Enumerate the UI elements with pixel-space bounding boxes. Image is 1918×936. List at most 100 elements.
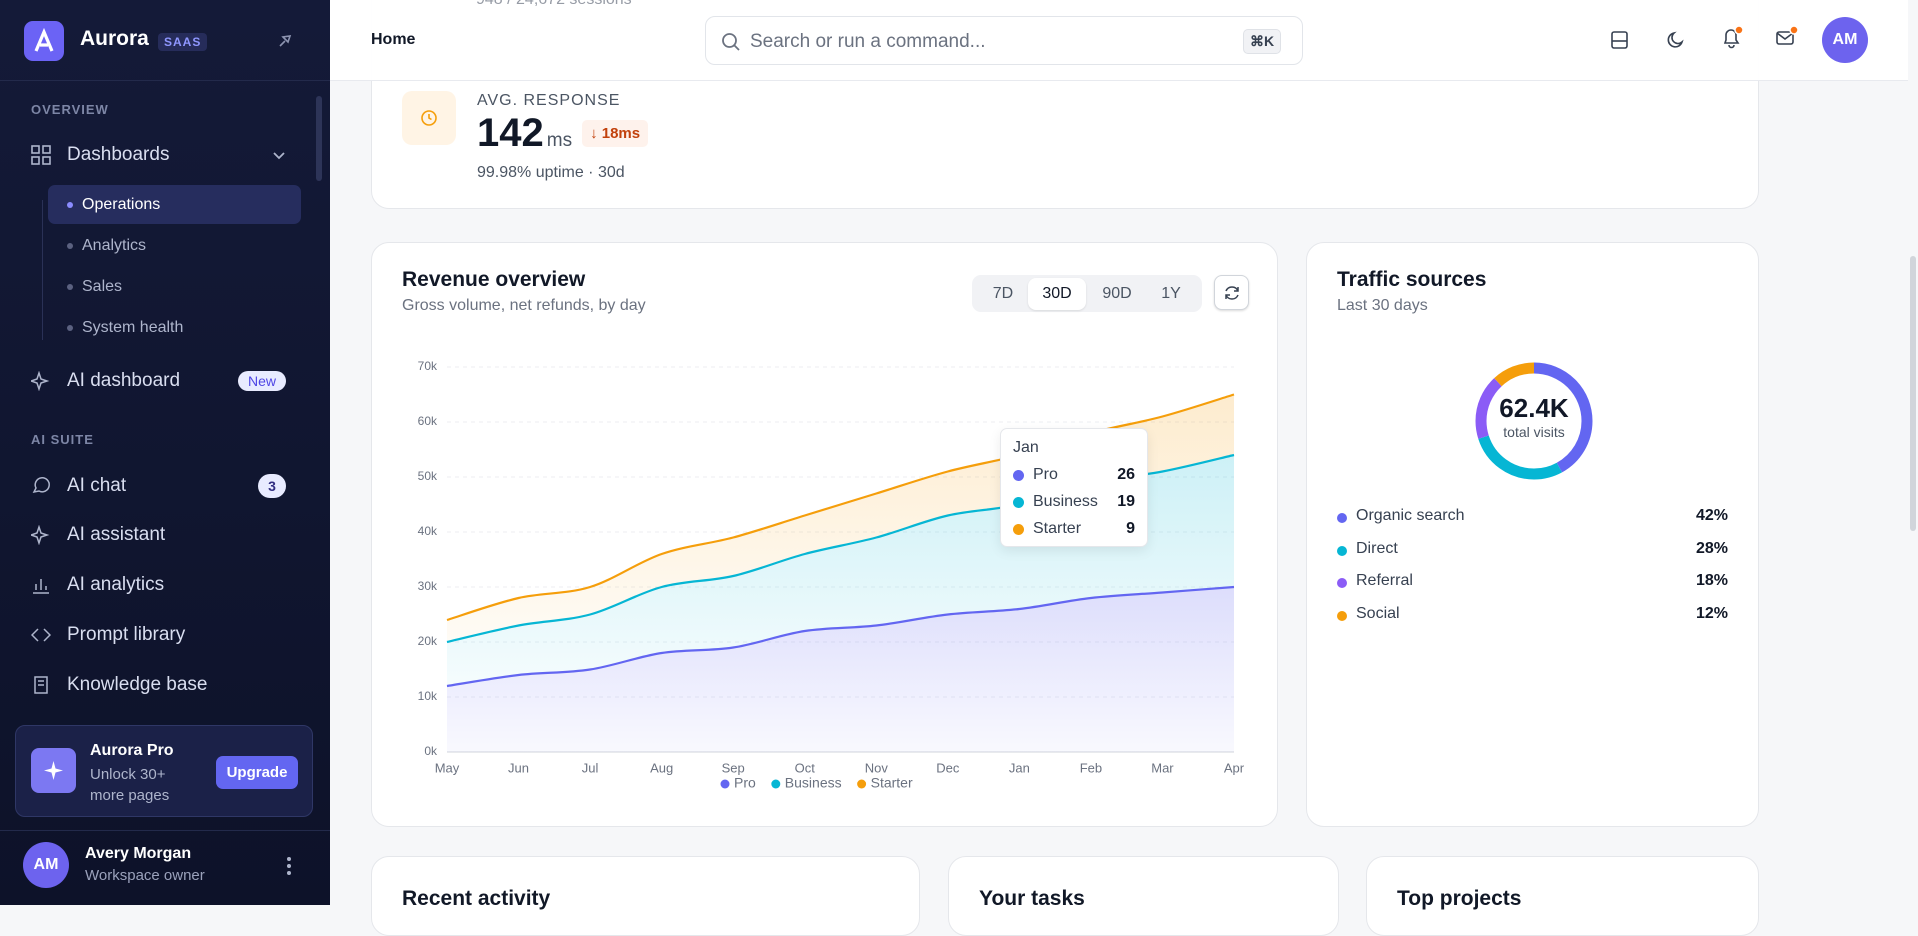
range-button[interactable]: 7D bbox=[992, 285, 1014, 302]
nav-item[interactable]: Knowledge base bbox=[31, 674, 286, 696]
nav-label: Dashboards bbox=[67, 144, 170, 165]
x-tick-label: Feb bbox=[1080, 760, 1102, 775]
x-tick-label: Dec bbox=[936, 760, 960, 775]
nav-label: AI assistant bbox=[67, 524, 166, 545]
y-tick-label: 20k bbox=[418, 634, 438, 648]
card-title: Your tasks bbox=[979, 887, 1085, 910]
divider bbox=[0, 830, 330, 831]
tooltip-value: 19 bbox=[1117, 493, 1135, 510]
icon bbox=[31, 371, 50, 391]
upgrade-button[interactable]: Upgrade bbox=[216, 756, 298, 789]
icon bbox=[31, 525, 50, 545]
sub-nav-item[interactable]: System health bbox=[67, 319, 183, 337]
legend-dot bbox=[720, 779, 730, 789]
x-tick-label: Nov bbox=[865, 760, 889, 775]
messages-icon[interactable] bbox=[1774, 24, 1800, 50]
nav-label: AI chat bbox=[67, 475, 127, 496]
user-role: Workspace owner bbox=[85, 867, 205, 884]
icon bbox=[33, 579, 49, 594]
legend-label: Starter bbox=[871, 775, 913, 791]
nav-label: Knowledge base bbox=[67, 674, 208, 695]
tree-line bbox=[42, 200, 43, 340]
nav-item[interactable]: Prompt library bbox=[31, 624, 286, 646]
refresh-icon bbox=[1225, 286, 1239, 300]
donut-segment bbox=[1475, 362, 1593, 480]
legend-label: Pro bbox=[734, 775, 756, 791]
sidebar: Aurora SAAS OVERVIEW Dashboards Operatio… bbox=[0, 0, 330, 905]
tooltip-value: 26 bbox=[1117, 466, 1135, 483]
line bbox=[446, 585, 1235, 688]
icon bbox=[34, 676, 48, 694]
x-tick-label: May bbox=[435, 760, 460, 775]
promo-icon bbox=[31, 748, 76, 793]
icon bbox=[31, 628, 51, 642]
legend-value: 18% bbox=[1695, 572, 1728, 589]
sub-nav-label: Operations bbox=[82, 196, 161, 213]
theme-icon[interactable] bbox=[1666, 30, 1686, 50]
donut-segment bbox=[1475, 362, 1593, 480]
notifications-icon[interactable] bbox=[1720, 24, 1746, 50]
sub-nav-item[interactable]: Sales bbox=[67, 278, 122, 296]
tooltip: Jan Pro 26 Business 19 Starter 9 bbox=[1000, 428, 1148, 547]
promo-text: Unlock 30+ more pages bbox=[90, 766, 170, 804]
range-button[interactable]: 90D bbox=[1102, 285, 1132, 302]
sub-nav-item[interactable]: Analytics bbox=[67, 237, 146, 255]
legend-value: 12% bbox=[1695, 604, 1728, 622]
y-tick-label: 70k bbox=[418, 359, 438, 373]
divider bbox=[0, 80, 330, 81]
tooltip-title: Jan bbox=[1013, 439, 1039, 456]
tooltip-label: Business bbox=[1033, 493, 1098, 510]
sub-nav-item[interactable]: Operations bbox=[67, 196, 160, 214]
y-tick-label: 50k bbox=[418, 469, 438, 483]
range-button[interactable]: 1Y bbox=[1161, 285, 1181, 302]
card-subtitle: Last 30 days bbox=[1337, 297, 1428, 314]
legend-dot bbox=[1337, 610, 1347, 621]
header-avatar[interactable]: AM bbox=[1822, 17, 1868, 63]
layout-icon[interactable] bbox=[1610, 30, 1630, 50]
legend-label: Business bbox=[785, 775, 842, 791]
nav-item[interactable]: AI analytics bbox=[31, 574, 286, 596]
legend-value: 28% bbox=[1695, 539, 1728, 557]
donut-segment bbox=[1475, 362, 1593, 480]
logo bbox=[24, 21, 64, 61]
nav-item[interactable]: AI assistant bbox=[31, 524, 286, 546]
donut-center-value: 62.4K bbox=[1499, 393, 1569, 423]
clock-icon bbox=[421, 110, 437, 126]
y-tick-label: 30k bbox=[418, 579, 438, 593]
card-title: Top projects bbox=[1397, 887, 1522, 910]
area bbox=[447, 587, 1234, 752]
range-button-active[interactable]: 30D bbox=[1028, 278, 1086, 310]
section-label: AI SUITE bbox=[31, 432, 94, 447]
metric-value-row: 142 ms ↓ 18ms bbox=[477, 111, 649, 156]
count-badge: 3 bbox=[258, 474, 286, 498]
search-box[interactable]: Search or run a command... ⌘K bbox=[705, 16, 1303, 65]
x-tick-label: Jan bbox=[1009, 760, 1030, 775]
card-title: Traffic sources bbox=[1337, 268, 1487, 291]
user-menu[interactable] bbox=[284, 856, 294, 876]
user-avatar[interactable]: AM bbox=[23, 842, 69, 888]
metric-delta: ↓ 18ms bbox=[582, 120, 649, 147]
x-tick-label: Apr bbox=[1224, 760, 1245, 775]
donut-center-label: total visits bbox=[1503, 424, 1565, 440]
breadcrumb[interactable]: Home bbox=[371, 31, 416, 48]
nav-item[interactable]: AI dashboard New bbox=[31, 370, 286, 392]
shortcut: ⌘K bbox=[1243, 29, 1282, 54]
icon bbox=[31, 145, 51, 165]
y-tick-label: 60k bbox=[418, 414, 438, 428]
tooltip-dot bbox=[1013, 470, 1024, 481]
legend-dot bbox=[857, 779, 867, 789]
user-name: Avery Morgan bbox=[85, 845, 192, 862]
refresh-button[interactable] bbox=[1214, 275, 1249, 310]
page-scrollbar bbox=[1908, 81, 1918, 905]
tooltip-dot bbox=[1013, 524, 1024, 535]
x-tick-label: Sep bbox=[722, 760, 745, 775]
nav-item[interactable]: Dashboards bbox=[31, 144, 286, 166]
sidebar-scrollbar bbox=[316, 84, 322, 704]
pin-icon[interactable] bbox=[277, 32, 293, 48]
tooltip-label: Starter bbox=[1033, 520, 1082, 537]
legend-dot bbox=[771, 779, 781, 789]
nav-item[interactable]: AI chat 3 bbox=[31, 474, 286, 498]
legend-dot bbox=[1337, 545, 1347, 556]
x-tick-label: Oct bbox=[795, 760, 816, 775]
